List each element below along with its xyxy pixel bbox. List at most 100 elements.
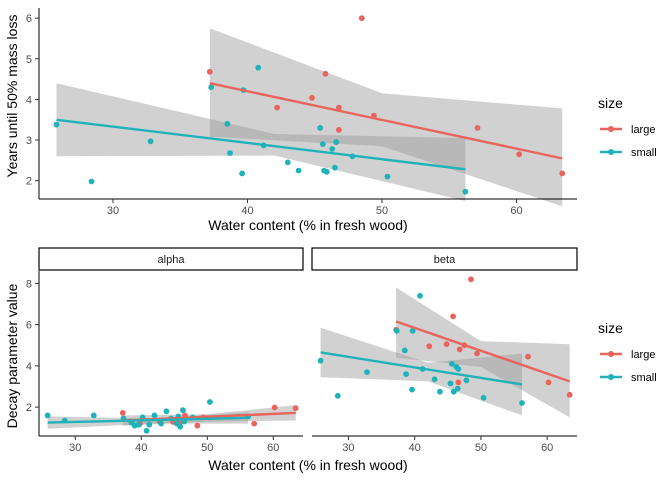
bottom-beta-small-point	[317, 357, 324, 364]
top-small-point	[239, 170, 246, 177]
bottom-alpha-x-tick-label: 60	[267, 442, 279, 454]
bottom-beta-small-point	[364, 369, 370, 375]
bottom-beta-x-tick-label: 40	[409, 442, 421, 454]
bottom-beta-small-point	[431, 376, 438, 383]
facet-strip-label-beta: beta	[434, 254, 456, 266]
top-scatter-plot: 30 40 50 60 2 3 4 5 6	[26, 8, 577, 217]
bottom-alpha-y-tick-label: 4	[26, 361, 32, 373]
bottom-beta-large-point	[525, 353, 531, 360]
bottom-beta-large-point	[450, 313, 456, 320]
bottom-legend-title: size	[598, 320, 623, 336]
bottom-beta-large-point	[545, 379, 552, 386]
bottom-alpha-large-point	[194, 422, 201, 429]
bottom-beta-small-point	[447, 380, 454, 387]
bottom-alpha-small-point	[151, 412, 158, 419]
bottom-beta-small-fit-line	[320, 351, 523, 386]
bottom-faceted-plot: alpha 30 40 50 60 2 4 6 8 beta 30 40 50 60	[26, 247, 578, 454]
legend-label-small: small	[631, 372, 657, 384]
top-y-tick-label: 5	[26, 54, 32, 66]
bottom-alpha-small-fit-line	[47, 416, 249, 424]
top-large-point	[474, 125, 481, 131]
top-large-confidence-band	[209, 28, 563, 207]
top-y-tick-label: 4	[26, 94, 32, 106]
bottom-beta-x-tick-label: 50	[475, 442, 487, 454]
bottom-alpha-y-tick-label: 2	[26, 402, 32, 414]
bottom-beta-large-point	[566, 391, 573, 398]
bottom-alpha-small-point	[90, 412, 97, 419]
top-x-tick-label: 60	[510, 205, 522, 217]
top-large-point	[358, 15, 365, 22]
top-small-point	[323, 168, 330, 175]
bottom-beta-large-point	[426, 343, 433, 350]
top-x-tick-label: 50	[376, 205, 388, 217]
top-y-tick-label: 6	[26, 13, 32, 25]
bottom-beta-small-point	[334, 392, 341, 399]
bottom-beta-large-fit-line	[395, 320, 571, 383]
top-y-tick-label: 3	[26, 135, 32, 147]
bottom-beta-small-point	[409, 386, 415, 393]
top-small-point	[384, 173, 391, 180]
top-small-point	[333, 139, 340, 146]
bottom-alpha-y-tick-label: 8	[26, 278, 32, 290]
top-large-point	[322, 70, 329, 77]
bottom-alpha-small-point	[146, 421, 153, 428]
bottom-beta-small-point	[519, 400, 525, 406]
legend-key-point-large	[608, 351, 614, 357]
top-small-point	[329, 146, 336, 152]
top-small-point	[255, 64, 262, 71]
bottom-beta-x-tick-label: 60	[541, 442, 553, 454]
top-x-tick-label: 40	[241, 205, 253, 217]
top-large-point	[206, 68, 213, 75]
top-legend: size large small	[598, 95, 657, 159]
bottom-beta-large-point	[474, 350, 480, 357]
bottom-beta-small-point	[403, 371, 409, 377]
top-large-point	[516, 151, 523, 158]
top-small-fit-line	[56, 118, 466, 171]
bottom-beta-large-point	[456, 346, 463, 353]
bottom-alpha-x-tick-label: 30	[69, 442, 81, 454]
top-large-point	[274, 104, 280, 111]
bottom-beta-small-point	[455, 366, 462, 372]
bottom-beta-small-point	[401, 347, 408, 354]
top-large-point	[336, 126, 342, 133]
top-y-axis-title: Years until 50% mass loss	[4, 15, 20, 178]
bottom-y-axis-title: Decay parameter value	[4, 283, 20, 428]
top-small-point	[462, 188, 469, 195]
bottom-beta-small-point	[450, 388, 457, 395]
bottom-alpha-small-point	[177, 423, 184, 430]
bottom-alpha-x-tick-label: 50	[201, 442, 213, 454]
top-small-point	[319, 141, 326, 148]
bottom-alpha-large-point	[271, 404, 278, 411]
top-legend-title: size	[598, 95, 623, 111]
top-small-point	[53, 121, 60, 128]
top-small-point	[332, 164, 338, 171]
bottom-legend: size large small	[598, 320, 657, 384]
facet-panel-alpha: alpha 30 40 50 60 2 4 6 8	[26, 247, 304, 454]
bottom-beta-x-tick-label: 30	[342, 442, 354, 454]
legend-key-point-small	[608, 149, 614, 155]
top-small-point	[227, 150, 233, 157]
bottom-beta-large-point	[455, 379, 462, 386]
bottom-beta-small-point	[448, 360, 455, 367]
top-large-fit-line	[209, 82, 563, 160]
bottom-beta-small-point	[437, 388, 443, 395]
bottom-alpha-small-point	[143, 427, 150, 434]
bottom-beta-small-point	[409, 327, 416, 334]
bottom-alpha-y-tick-label: 6	[26, 320, 32, 332]
bottom-alpha-small-point	[207, 399, 213, 405]
bottom-alpha-small-point	[180, 407, 186, 414]
top-small-point	[295, 167, 302, 174]
top-y-tick-label: 2	[26, 176, 32, 188]
top-small-point	[224, 120, 231, 127]
facet-strip-beta	[311, 247, 578, 271]
bottom-x-axis-title: Water content (% in fresh wood)	[208, 457, 407, 473]
top-x-axis-title: Water content (% in fresh wood)	[208, 217, 407, 233]
legend-label-small: small	[631, 147, 657, 159]
legend-label-large: large	[631, 124, 655, 136]
top-small-point	[208, 84, 215, 91]
bottom-beta-small-point	[393, 327, 400, 334]
bottom-beta-small-point	[480, 394, 487, 401]
bottom-alpha-small-point	[44, 412, 51, 419]
bottom-alpha-large-point	[119, 410, 126, 416]
